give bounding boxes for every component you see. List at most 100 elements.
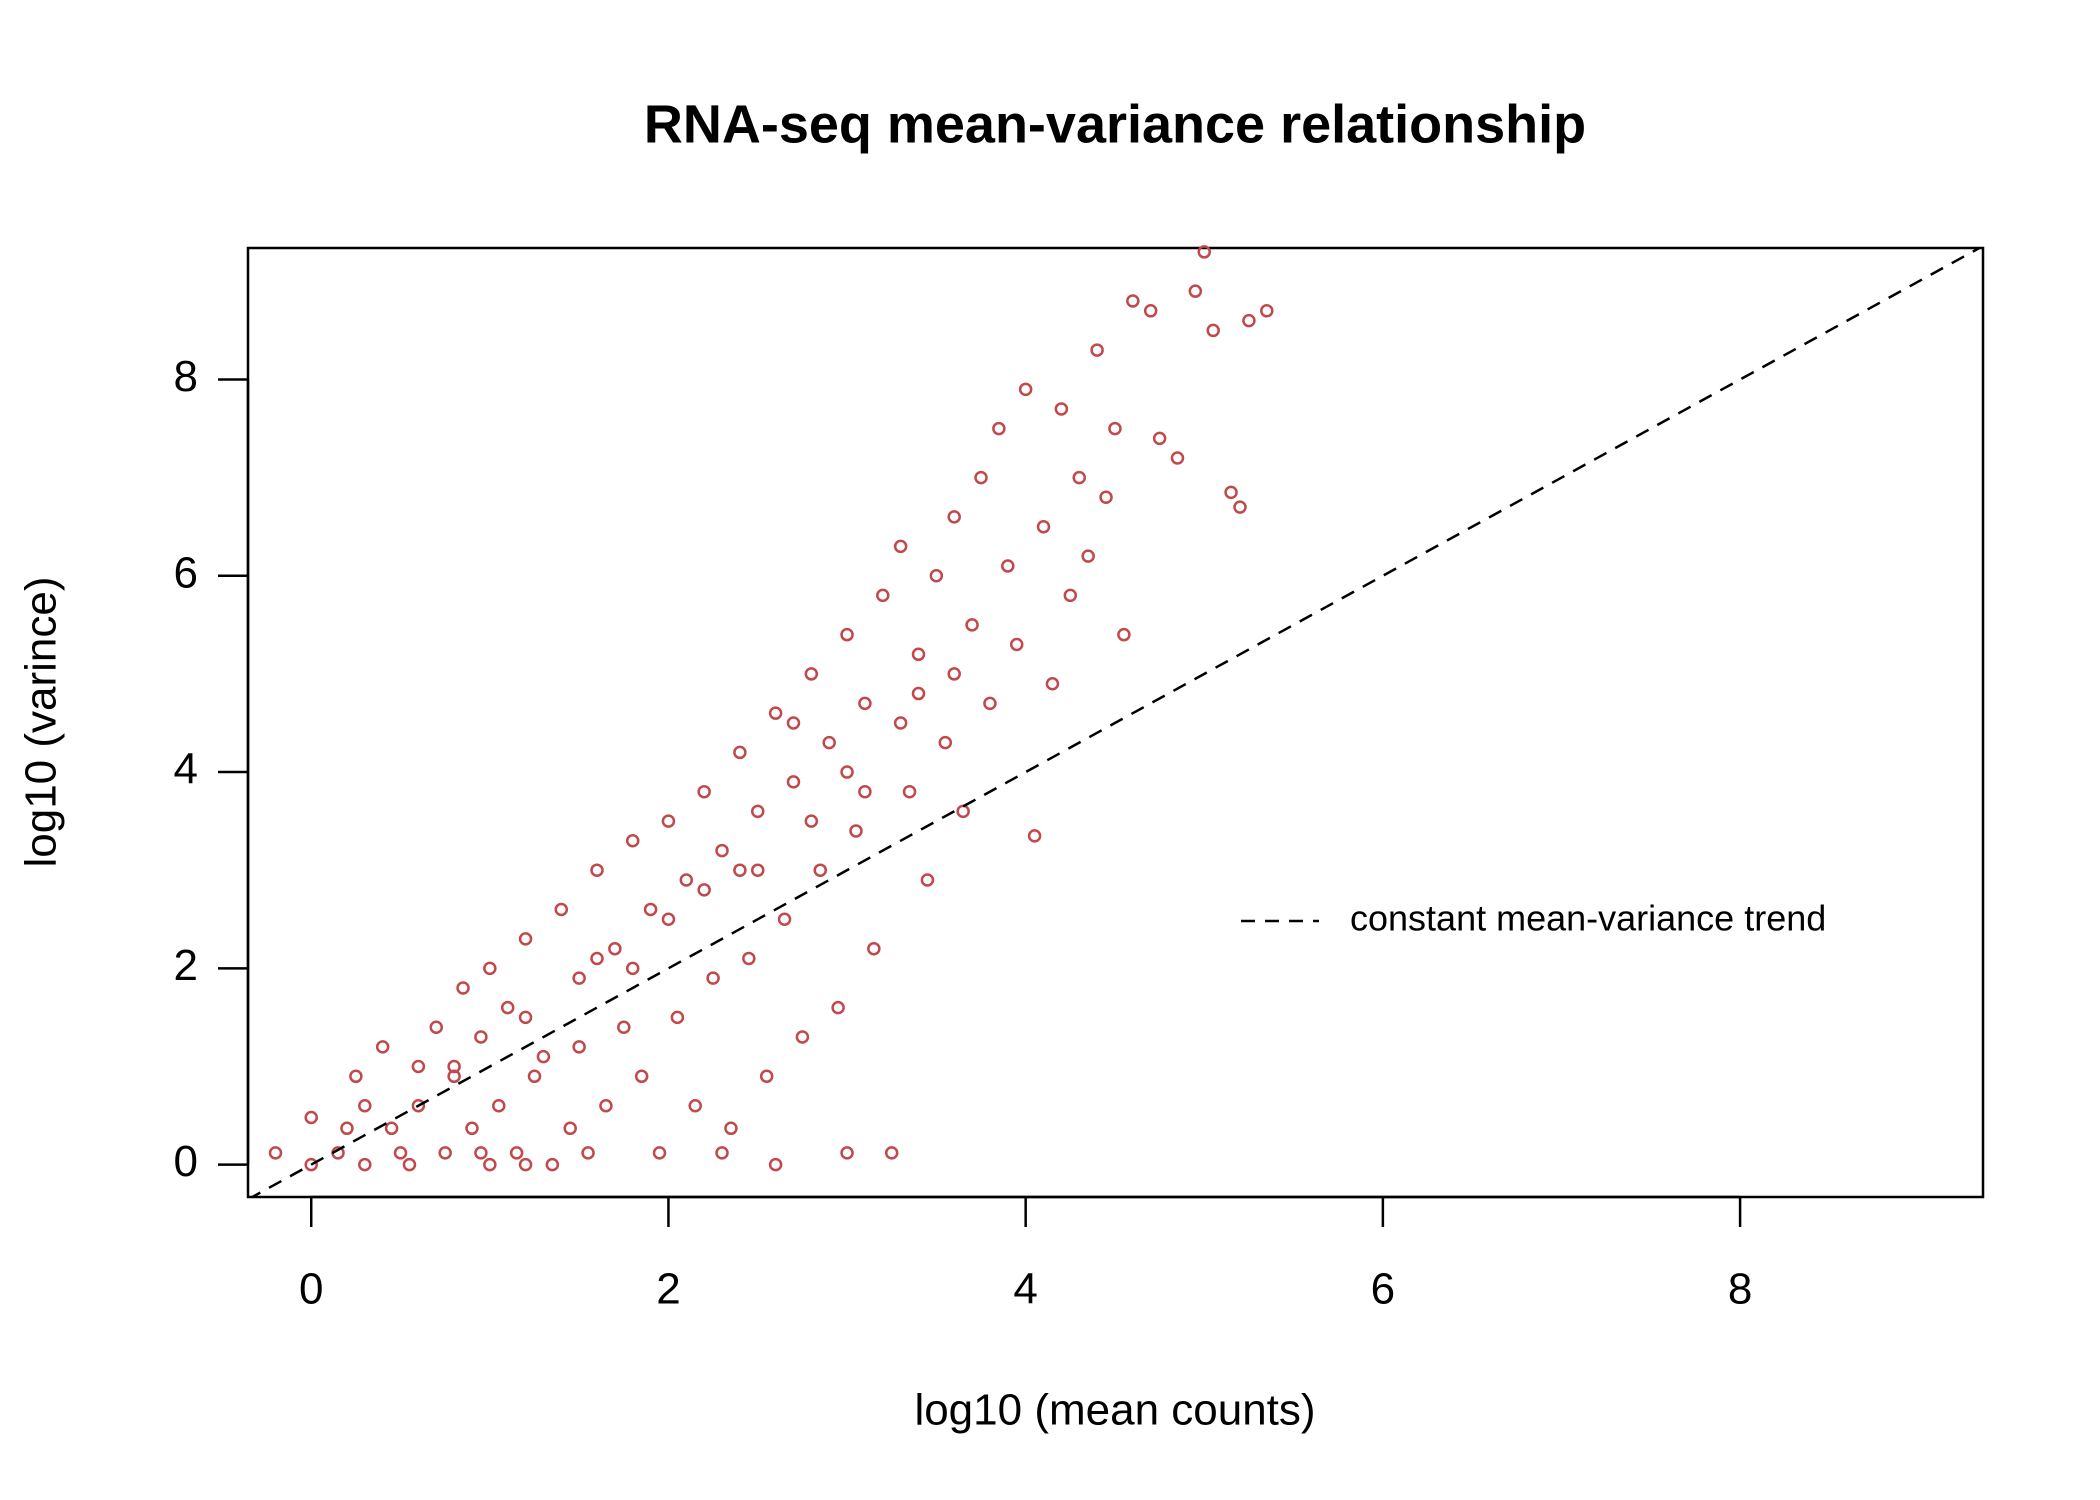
data-point [447, 1059, 461, 1074]
x-axis-label: log10 (mean counts) [914, 1386, 1315, 1435]
data-point [920, 873, 935, 887]
data-point [733, 863, 747, 877]
data-point [1018, 382, 1033, 397]
trend-line [249, 248, 1983, 1197]
data-point [581, 1146, 595, 1160]
data-point [518, 1157, 533, 1172]
data-point [590, 951, 604, 966]
data-point [384, 1121, 399, 1136]
data-point [393, 1146, 408, 1160]
data-point [518, 1010, 533, 1025]
x-tick-label: 6 [1371, 1265, 1395, 1314]
y-tick-label: 0 [174, 1137, 198, 1186]
data-point [724, 1121, 738, 1136]
data-point [947, 510, 961, 524]
data-point [402, 1157, 417, 1172]
data-point [509, 1146, 524, 1160]
data-point [1170, 451, 1185, 465]
legend-label: constant mean-variance trend [1350, 898, 1826, 939]
data-point [1001, 559, 1015, 573]
data-point [358, 1098, 372, 1113]
data-point [358, 1157, 372, 1172]
data-point [411, 1059, 426, 1074]
data-point [483, 961, 497, 976]
y-axis-label: log10 (varince) [17, 576, 66, 867]
data-point [1081, 549, 1095, 563]
y-tick-label: 6 [174, 548, 198, 597]
data-point [625, 834, 640, 848]
data-point [492, 1098, 506, 1113]
data-point [813, 863, 828, 877]
data-point [1117, 627, 1131, 642]
data-point [1072, 470, 1086, 485]
data-point [304, 1110, 318, 1125]
data-point [661, 912, 676, 927]
data-point [1099, 490, 1113, 505]
data-point [527, 1069, 542, 1084]
data-point [706, 971, 720, 985]
data-point [768, 706, 783, 720]
data-point [554, 902, 569, 917]
data-point [938, 735, 953, 750]
data-point [858, 696, 872, 711]
x-tick-label: 4 [1013, 1265, 1037, 1314]
data-point [1233, 500, 1247, 514]
data-point [563, 1121, 577, 1136]
y-tick-label: 2 [174, 941, 198, 990]
data-point [911, 686, 926, 701]
x-tick-label: 8 [1728, 1265, 1752, 1314]
data-point [733, 745, 747, 760]
data-point [876, 588, 890, 603]
data-point [1045, 676, 1060, 691]
data-point [429, 1020, 444, 1034]
data-point [983, 696, 997, 711]
data-point [1224, 485, 1238, 500]
data-point [884, 1146, 899, 1160]
data-point [929, 569, 944, 583]
data-point [759, 1069, 774, 1084]
data-point [688, 1098, 702, 1113]
data-point [840, 1146, 854, 1160]
data-point [947, 667, 961, 681]
data-point [1260, 304, 1274, 318]
chart-title: RNA-seq mean-variance relationship [644, 94, 1586, 154]
data-point [652, 1146, 667, 1160]
data-point [697, 883, 711, 897]
data-point [572, 971, 586, 985]
data-point [411, 1098, 426, 1113]
data-point [795, 1030, 810, 1044]
data-point [965, 618, 979, 632]
data-point [500, 1000, 515, 1015]
data-point [992, 421, 1006, 436]
data-point [1152, 431, 1167, 446]
data-point [840, 765, 854, 779]
data-point [465, 1121, 479, 1136]
data-point [1242, 313, 1256, 328]
data-point [804, 667, 819, 681]
data-point [822, 735, 836, 750]
data-point [679, 873, 694, 887]
data-point [1206, 323, 1220, 338]
data-point [438, 1146, 452, 1160]
data-point [545, 1157, 560, 1172]
data-point [456, 981, 470, 995]
data-point [661, 814, 676, 828]
data-point [867, 941, 881, 956]
data-point [572, 1040, 586, 1054]
data-point [777, 912, 792, 927]
data-point [768, 1157, 783, 1172]
data-point [911, 647, 926, 662]
data-point [840, 627, 854, 642]
data-point [1036, 519, 1051, 534]
data-point [893, 539, 908, 554]
data-point [750, 863, 765, 877]
data-point [474, 1030, 488, 1044]
data-point [634, 1069, 649, 1084]
data-point [518, 932, 533, 946]
data-point [617, 1020, 631, 1034]
data-point [1197, 245, 1212, 259]
data-point [268, 1146, 283, 1160]
data-point [831, 1000, 845, 1015]
data-point [697, 784, 711, 799]
